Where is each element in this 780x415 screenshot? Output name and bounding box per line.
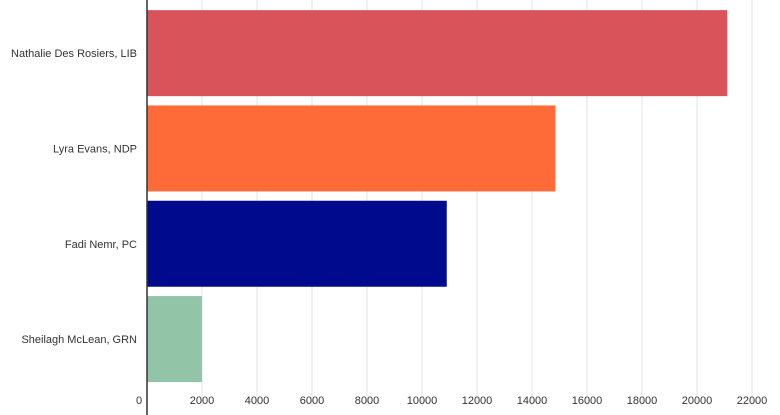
category-label: Lyra Evans, NDP [53,143,137,155]
x-tick-label: 0 [136,395,142,407]
bars [147,10,728,383]
x-tick-label: 12000 [462,395,493,407]
bar [147,10,728,97]
x-tick-label: 8000 [355,395,379,407]
bar [147,200,447,287]
x-tick-label: 2000 [190,395,214,407]
bar [147,296,202,383]
x-tick-labels: 0 2000 4000 6000 8000 10000 12000 14000 16000 180… [136,395,767,407]
x-tick-label: 16000 [572,395,603,407]
x-tick-label: 20000 [682,395,713,407]
x-tick-label: 18000 [627,395,658,407]
x-tick-label: 10000 [407,395,438,407]
x-tick-label: 4000 [245,395,269,407]
category-label: Sheilagh McLean, GRN [21,334,137,346]
bar [147,105,556,192]
x-tick-label: 14000 [517,395,548,407]
x-tick-label: 6000 [300,395,324,407]
category-label: Fadi Nemr, PC [65,239,137,251]
x-tick-label: 22000 [737,395,768,407]
category-labels: Nathalie Des Rosiers, LIB Lyra Evans, NDP… [11,48,137,346]
category-label: Nathalie Des Rosiers, LIB [11,48,137,60]
